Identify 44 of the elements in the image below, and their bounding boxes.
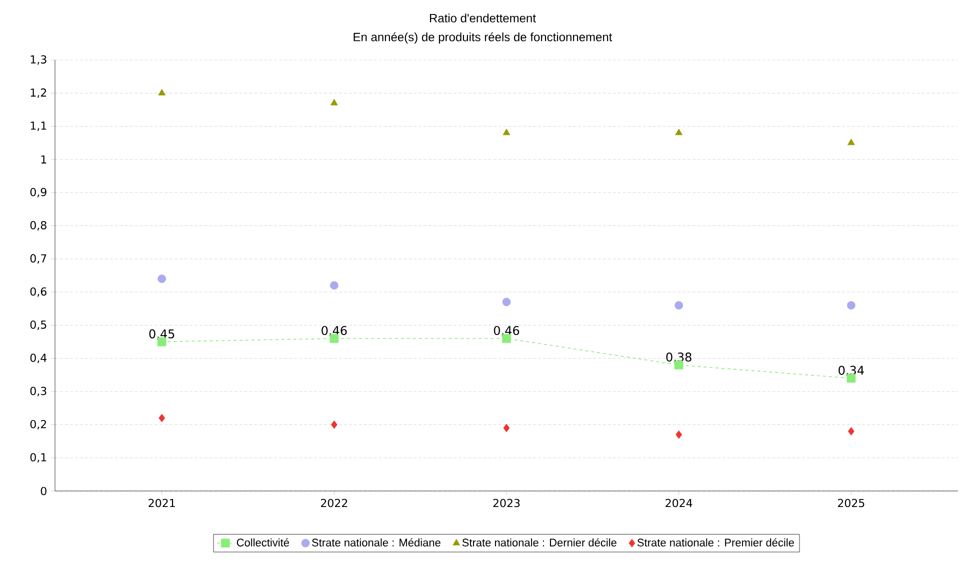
data-label: 0,46 bbox=[494, 326, 520, 336]
y-tick-label: 0,7 bbox=[30, 254, 46, 264]
y-tick-label: 0,1 bbox=[30, 453, 46, 463]
y-tick-label: 1 bbox=[41, 155, 46, 164]
point bbox=[330, 281, 338, 290]
point bbox=[502, 128, 510, 136]
point bbox=[330, 98, 338, 106]
y-tick-label: 0,5 bbox=[30, 320, 46, 330]
x-tick-label: 2024 bbox=[666, 498, 692, 508]
data-label: 0,38 bbox=[666, 352, 692, 363]
y-tick-label: 0,4 bbox=[30, 354, 47, 364]
point bbox=[675, 128, 683, 136]
point bbox=[158, 414, 166, 422]
y-tick-label: 1,2 bbox=[30, 88, 46, 98]
y-tick-label: 1,3 bbox=[30, 55, 46, 65]
point bbox=[158, 88, 166, 96]
y-tick-label: 0,9 bbox=[30, 188, 46, 198]
chart-title: Ratio d'endettement bbox=[430, 14, 536, 22]
point bbox=[676, 430, 682, 439]
data-label: 0,45 bbox=[149, 329, 174, 340]
x-tick-label: 2025 bbox=[838, 498, 864, 508]
y-tick-label: 0,2 bbox=[30, 420, 46, 430]
y-tick-label: 0 bbox=[40, 486, 46, 496]
legend-label: Strate nationale : Dernier décile bbox=[462, 538, 616, 546]
chart-subtitle: En année(s) de produits réels de fonctionnement bbox=[354, 32, 612, 44]
y-tick-label: 0,8 bbox=[30, 221, 46, 230]
data-label: 0,46 bbox=[322, 326, 347, 336]
point bbox=[848, 138, 855, 146]
x-tick-label: 2023 bbox=[493, 498, 520, 508]
legend-label: Strate nationale : Médiane bbox=[312, 538, 440, 546]
legend-label: Collectivité bbox=[236, 538, 290, 546]
x-tick-label: 2021 bbox=[148, 498, 175, 508]
y-tick-label: 0,6 bbox=[30, 287, 46, 297]
point bbox=[674, 301, 684, 310]
y-tick-label: 1,1 bbox=[30, 122, 46, 131]
point bbox=[502, 298, 511, 306]
y-tick-label: 0,3 bbox=[30, 386, 46, 396]
x-tick-label: 2022 bbox=[320, 498, 348, 508]
legend-label: Strate nationale : Premier décile bbox=[637, 538, 794, 546]
point bbox=[846, 301, 856, 310]
point bbox=[503, 424, 510, 432]
point bbox=[848, 427, 854, 436]
point bbox=[158, 274, 166, 283]
point bbox=[330, 420, 338, 429]
